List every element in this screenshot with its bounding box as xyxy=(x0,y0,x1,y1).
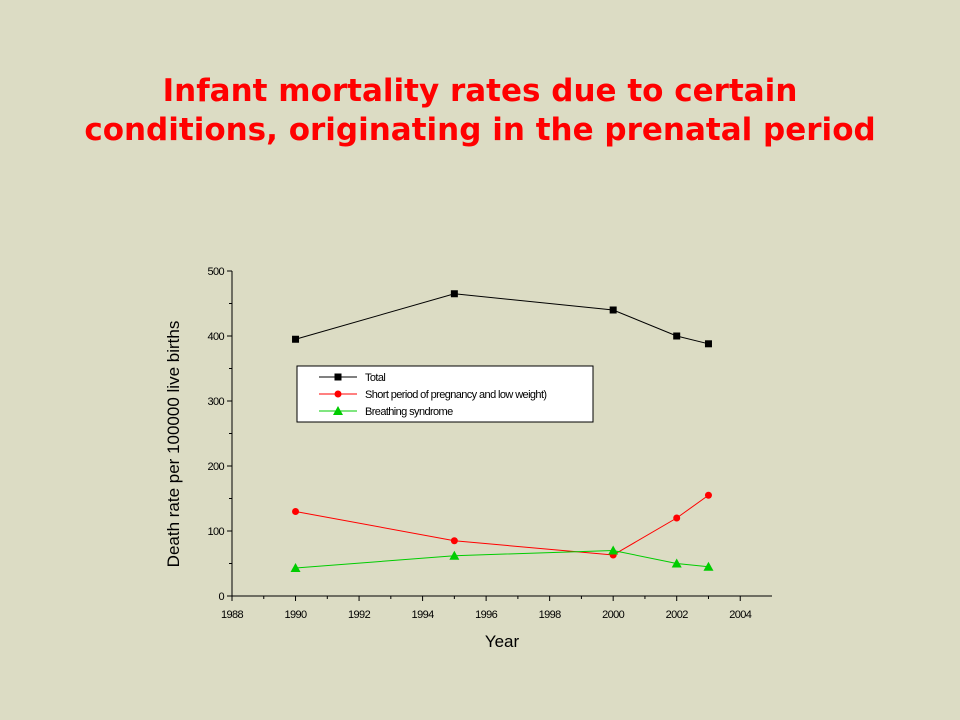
title-line-1: Infant mortality rates due to certain xyxy=(162,73,798,109)
data-point xyxy=(292,508,300,515)
x-tick-label: 1998 xyxy=(539,609,562,621)
data-point xyxy=(608,545,619,555)
y-tick-label: 300 xyxy=(207,396,224,408)
title-line-2: conditions, originating in the prenatal … xyxy=(84,112,876,148)
x-tick-label: 1992 xyxy=(348,609,371,621)
chart-axes: 0 100 200 300 400 500 1988 1990 1992 1994 1996 1998… xyxy=(207,266,772,621)
data-point xyxy=(703,561,714,571)
y-tick-label: 100 xyxy=(207,526,224,538)
data-point xyxy=(671,558,682,568)
legend-marker xyxy=(334,373,342,381)
data-point xyxy=(704,491,712,499)
data-point xyxy=(290,563,301,573)
y-tick-label: 400 xyxy=(207,331,224,343)
x-tick-label: 2000 xyxy=(602,609,625,621)
chart-series xyxy=(290,290,714,573)
x-tick-label: 1996 xyxy=(475,609,498,621)
data-point xyxy=(449,550,460,560)
legend-marker xyxy=(334,390,342,398)
y-axis-title: Death rate per 100000 live births xyxy=(164,321,183,568)
y-tick-label: 200 xyxy=(207,461,224,473)
data-point xyxy=(609,306,617,314)
series-0 xyxy=(292,290,712,348)
x-tick-label: 2002 xyxy=(666,609,689,621)
x-tick-label: 1994 xyxy=(412,609,435,621)
series-line xyxy=(295,549,709,569)
x-axis-title: Year xyxy=(485,632,520,651)
data-point xyxy=(450,290,458,298)
series-line xyxy=(295,293,709,345)
y-tick-label: 500 xyxy=(207,266,224,278)
data-point xyxy=(292,335,300,343)
data-point xyxy=(673,332,681,340)
x-tick-label: 1990 xyxy=(284,609,307,621)
chart-legend: Total Short period of pregnancy and low w… xyxy=(296,365,594,423)
y-tick-label: 0 xyxy=(218,591,224,603)
legend-label: Total xyxy=(365,372,385,384)
legend-label: Short period of pregnancy and low weight… xyxy=(365,389,546,401)
series-2 xyxy=(290,545,714,573)
series-line xyxy=(295,494,709,556)
data-point xyxy=(704,340,712,348)
slide-title: Infant mortality rates due to certain co… xyxy=(0,72,960,150)
x-tick-label: 1988 xyxy=(221,609,244,621)
legend-label: Breathing syndrome xyxy=(365,406,453,418)
legend-marker xyxy=(333,406,343,415)
data-point xyxy=(673,514,681,522)
x-tick-label: 2004 xyxy=(729,609,752,621)
series-1 xyxy=(292,491,712,559)
data-point xyxy=(450,537,458,545)
